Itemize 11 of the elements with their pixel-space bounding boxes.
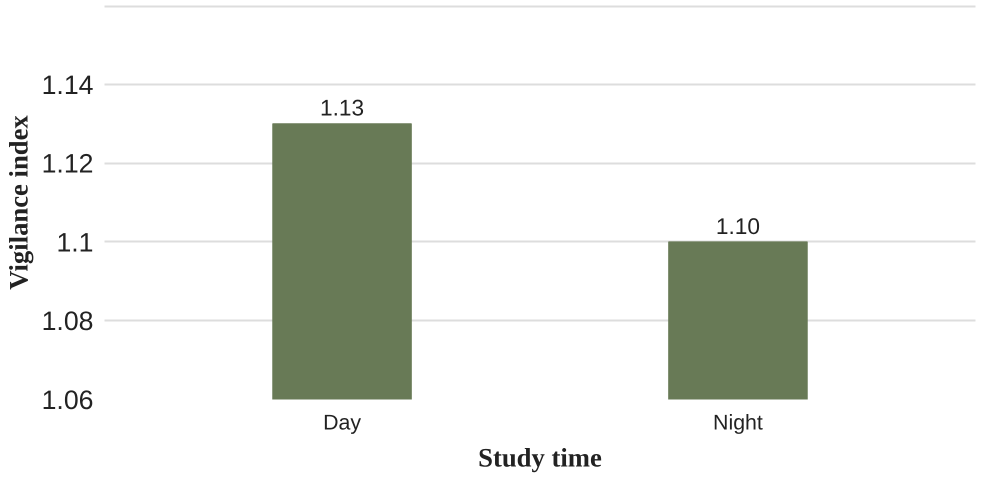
y-axis-title: Vigilance index xyxy=(4,114,34,290)
data-label: 1.13 xyxy=(320,94,364,121)
x-tick-label: Night xyxy=(713,410,763,434)
x-tick-label: Day xyxy=(323,410,362,434)
x-axis-title: Study time xyxy=(478,442,602,472)
y-tick-label: 1.06 xyxy=(42,385,94,415)
y-tick-label: 1.1 xyxy=(56,227,94,258)
y-tick-label: 1.14 xyxy=(42,70,94,100)
y-tick-label: 1.08 xyxy=(42,306,94,336)
data-label: 1.10 xyxy=(716,212,760,239)
y-tick-label: 1.12 xyxy=(42,148,94,179)
